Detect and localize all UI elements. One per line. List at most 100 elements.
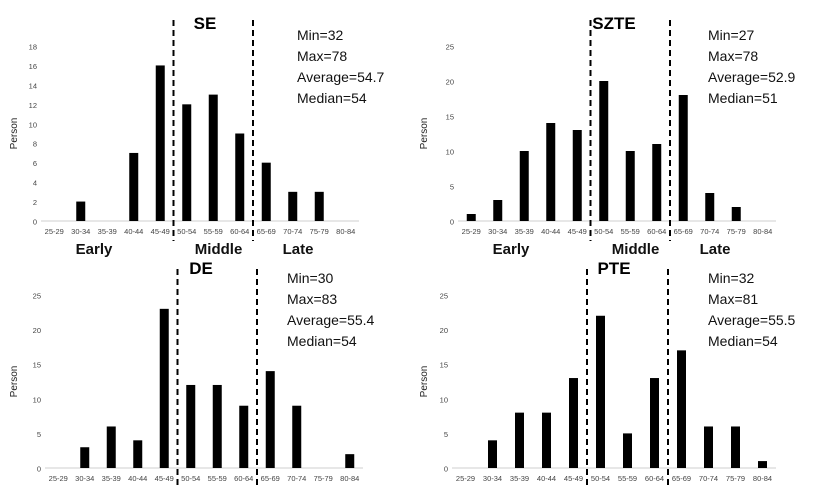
bar-30-34 [80,447,90,468]
x-tick-label: 70-74 [287,474,306,483]
y-tick-label: 14 [29,81,37,90]
x-tick-label: 70-74 [283,227,302,236]
stat-line: Median=54 [297,90,367,106]
x-tick-label: 55-59 [208,474,227,483]
stat-line: Average=55.4 [287,312,375,328]
stat-line: Average=52.9 [708,69,796,85]
bar-30-34 [493,200,503,221]
x-tick-label: 35-39 [515,227,534,236]
bar-40-44 [542,412,551,468]
bar-45-49 [155,65,165,221]
bar-55-59 [208,94,218,221]
bar-80-84 [345,454,355,468]
bar-80-84 [758,461,767,468]
bar-45-49 [569,378,578,468]
bar-35-39 [515,412,524,468]
x-tick-label: 80-84 [336,227,355,236]
y-tick-label: 2 [33,198,37,207]
x-tick-label: 25-29 [45,227,64,236]
chart-title: PTE [597,259,630,278]
bar-50-54 [186,384,196,468]
x-tick-label: 65-69 [257,227,276,236]
y-tick-label: 0 [444,465,448,474]
y-tick-label: 10 [29,120,37,129]
y-tick-label: 0 [450,218,454,227]
x-tick-label: 30-34 [488,227,507,236]
stat-line: Min=30 [287,270,334,286]
bar-40-44 [133,440,143,468]
stat-line: Max=83 [287,291,337,307]
x-tick-label: 25-29 [49,474,68,483]
y-tick-label: 5 [444,430,448,439]
x-tick-label: 65-69 [674,227,693,236]
stat-line: Min=32 [708,270,755,286]
phase-label-middle: Middle [612,241,660,258]
x-tick-label: 65-69 [261,474,280,483]
bar-50-54 [596,315,605,468]
y-axis-label: Person [419,118,430,150]
x-tick-label: 40-44 [128,474,147,483]
x-tick-label: 65-69 [672,474,691,483]
y-tick-label: 15 [440,361,448,370]
bar-40-44 [546,123,556,221]
y-tick-label: 25 [440,292,448,301]
bar-60-64 [652,144,662,221]
x-tick-label: 40-44 [124,227,143,236]
bar-35-39 [106,426,116,468]
x-tick-label: 30-34 [483,474,502,483]
bar-70-74 [705,193,715,221]
bar-35-39 [519,151,529,221]
bar-60-64 [239,405,249,468]
bar-55-59 [623,433,632,468]
bar-30-34 [488,440,497,468]
phase-label-early: Early [493,241,530,258]
x-tick-label: 80-84 [753,474,772,483]
bar-40-44 [129,152,139,221]
stat-line: Median=51 [708,90,778,106]
x-tick-label: 25-29 [462,227,481,236]
x-tick-label: 25-29 [456,474,475,483]
bar-55-59 [625,151,635,221]
x-tick-label: 45-49 [564,474,583,483]
y-tick-label: 20 [446,78,454,87]
stat-line: Average=54.7 [297,69,385,85]
x-tick-label: 75-79 [310,227,329,236]
phase-label-late: Late [700,241,731,258]
bar-70-74 [288,191,298,221]
stat-line: Average=55.5 [708,312,796,328]
y-tick-label: 12 [29,101,37,110]
x-tick-label: 50-54 [591,474,610,483]
y-tick-label: 15 [33,361,41,370]
y-tick-label: 5 [450,183,454,192]
x-tick-label: 45-49 [151,227,170,236]
y-tick-label: 0 [37,465,41,474]
y-tick-label: 0 [33,218,37,227]
chart-title: DE [189,259,213,278]
x-tick-label: 50-54 [177,227,196,236]
y-tick-label: 20 [33,326,41,335]
x-tick-label: 50-54 [594,227,613,236]
x-tick-label: 75-79 [727,227,746,236]
bar-50-54 [599,81,609,221]
chart-title: SE [194,14,217,33]
x-tick-label: 80-84 [340,474,359,483]
bar-65-69 [261,162,271,221]
y-tick-label: 15 [446,113,454,122]
y-tick-label: 10 [33,395,41,404]
x-tick-label: 70-74 [700,227,719,236]
x-tick-label: 35-39 [98,227,117,236]
x-tick-label: 60-64 [645,474,664,483]
bar-30-34 [76,201,86,221]
y-tick-label: 10 [440,395,448,404]
y-tick-label: 8 [33,140,37,149]
stat-line: Min=32 [297,27,344,43]
stat-line: Max=78 [297,48,347,64]
x-tick-label: 75-79 [726,474,745,483]
y-axis-label: Person [9,118,20,150]
x-tick-label: 35-39 [102,474,121,483]
bar-60-64 [235,133,245,221]
bar-65-69 [677,350,686,468]
stat-line: Median=54 [287,333,357,349]
x-tick-label: 45-49 [568,227,587,236]
x-tick-label: 50-54 [181,474,200,483]
